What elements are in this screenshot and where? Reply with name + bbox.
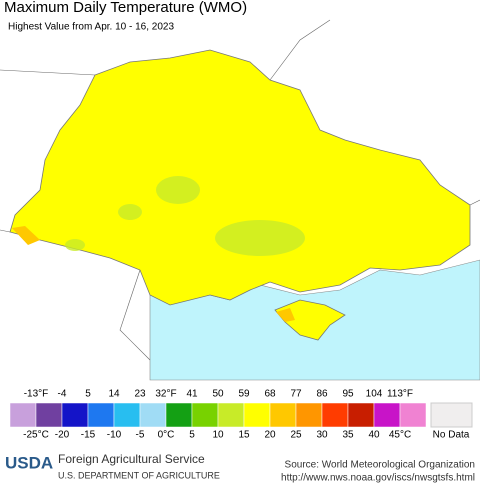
legend-label-f: -13°F xyxy=(24,389,49,400)
legend-label-f: 86 xyxy=(316,389,328,400)
legend-label-c: 35 xyxy=(342,430,354,441)
legend-label-f: 95 xyxy=(342,389,354,400)
legend-label-c: 20 xyxy=(264,430,276,441)
border-line xyxy=(0,19,480,361)
subtitle: Highest Value from Apr. 10 - 16, 2023 xyxy=(8,22,174,33)
agency: Foreign Agricultural Service xyxy=(58,452,205,466)
legend-label-c: -15 xyxy=(81,430,96,441)
legend-label-f: 32°F xyxy=(155,389,176,400)
legend-swatch xyxy=(61,402,89,428)
legend-swatch xyxy=(399,402,427,428)
cool-patch xyxy=(65,239,85,251)
source-url: http://www.nws.noaa.gov/iscs/nwsgtsfs.ht… xyxy=(281,473,475,484)
warm-patch xyxy=(12,226,40,245)
legend-label-c: 25 xyxy=(290,430,302,441)
legend-label-f: -4 xyxy=(58,389,67,400)
cool-patch xyxy=(215,220,305,256)
crimea xyxy=(274,299,346,341)
legend-swatch xyxy=(347,402,375,428)
legend-swatch xyxy=(191,402,219,428)
legend-label-c: 5 xyxy=(189,430,195,441)
legend-label-c: 45°C xyxy=(389,430,411,441)
legend-swatch xyxy=(165,402,193,428)
legend-swatch xyxy=(9,402,37,428)
legend-swatch xyxy=(373,402,401,428)
legend-swatch xyxy=(295,402,323,428)
legend-label-f: 41 xyxy=(186,389,198,400)
legend-label-c: 15 xyxy=(238,430,250,441)
legend-label-f: 113°F xyxy=(387,389,413,400)
legend-swatch xyxy=(217,402,245,428)
legend-label-f: 5 xyxy=(85,389,91,400)
legend-swatch xyxy=(321,402,349,428)
legend-label-f: 104 xyxy=(366,389,383,400)
legend-label-f: 59 xyxy=(238,389,250,400)
legend-swatch xyxy=(87,402,115,428)
cool-patch xyxy=(118,204,142,220)
legend-swatch xyxy=(113,402,141,428)
warm-patch xyxy=(276,308,295,322)
cool-patch xyxy=(156,176,200,204)
logo: USDA xyxy=(5,453,53,472)
legend-swatch xyxy=(243,402,271,428)
legend-swatch xyxy=(269,402,297,428)
legend-label-c: -25°C xyxy=(23,430,49,441)
no-data-swatch xyxy=(430,402,473,428)
legend-label-c: 10 xyxy=(212,430,224,441)
legend-label-f: 68 xyxy=(264,389,276,400)
department: U.S. DEPARTMENT OF AGRICULTURE xyxy=(58,470,220,480)
legend-swatch xyxy=(139,402,167,428)
source: Source: World Meteorological Organizatio… xyxy=(285,460,475,471)
legend-label-c: 40 xyxy=(368,430,380,441)
legend-label-f: 77 xyxy=(290,389,302,400)
legend-label-f: 23 xyxy=(134,389,146,400)
legend-label-c: -5 xyxy=(136,430,145,441)
legend-swatch xyxy=(35,402,63,428)
legend-label-f: 50 xyxy=(212,389,224,400)
legend-label-f: 14 xyxy=(108,389,120,400)
title: Maximum Daily Temperature (WMO) xyxy=(4,0,247,16)
no-data-label: No Data xyxy=(433,430,470,441)
legend-label-c: 30 xyxy=(316,430,328,441)
legend-label-c: 0°C xyxy=(158,430,175,441)
legend-label-c: -10 xyxy=(107,430,122,441)
legend-label-c: -20 xyxy=(55,430,70,441)
